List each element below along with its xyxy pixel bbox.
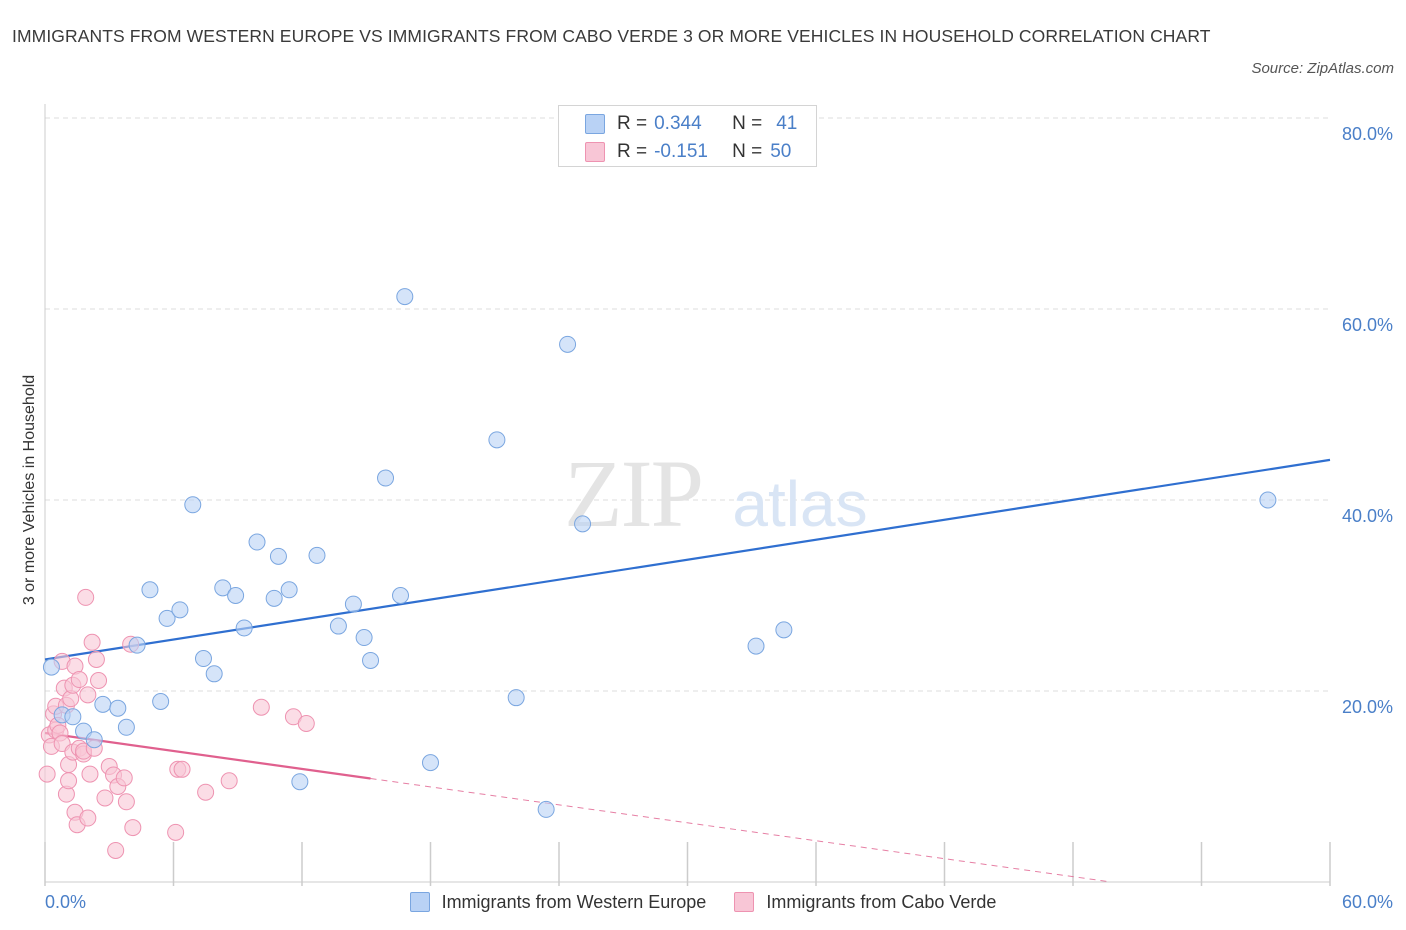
legend-label-cabo-verde: Immigrants from Cabo Verde [766,891,997,912]
point-western-europe [85,731,103,749]
point-cabo-verde [79,686,97,704]
point-western-europe [355,629,373,647]
source-credit: Source: ZipAtlas.com [1251,60,1394,77]
point-western-europe [308,546,326,564]
gridlines [45,117,1330,692]
point-cabo-verde [124,819,142,837]
point-cabo-verde [83,633,101,651]
tick-labels: 20.0% 40.0% 60.0% 80.0% 0.0% 60.0% [45,124,1393,912]
point-western-europe [488,431,506,449]
point-cabo-verde [115,769,133,787]
point-western-europe [747,637,765,655]
point-western-europe [329,617,347,635]
point-cabo-verde [173,760,191,778]
point-western-europe [171,601,189,619]
point-cabo-verde [77,588,95,606]
point-western-europe [158,609,176,627]
point-western-europe [422,754,439,772]
point-western-europe [109,699,127,717]
y-tick-label: 80.0% [1342,124,1393,144]
legend-swatch-pink [585,142,605,162]
point-cabo-verde [167,823,185,841]
point-western-europe [117,718,135,736]
legend-swatch-pink [734,892,755,912]
point-western-europe [1259,491,1277,509]
point-western-europe [537,800,555,818]
point-cabo-verde [60,772,78,790]
legend-n-value: 41 [776,113,798,134]
x-tick-label: 0.0% [45,892,86,912]
point-western-europe [42,658,60,676]
point-western-europe [248,533,266,551]
legend-item-cabo-verde[interactable]: Immigrants from Cabo Verde [734,892,996,913]
point-western-europe [280,581,298,599]
point-cabo-verde [297,714,315,732]
point-western-europe [507,689,525,707]
point-western-europe [214,579,232,597]
trend-line-0 [44,458,1331,661]
point-cabo-verde [87,650,105,668]
legend-r-label: R = [617,113,648,134]
point-western-europe [94,695,112,713]
x-tick-label: 60.0% [1342,892,1393,912]
y-tick-label: 20.0% [1342,697,1393,717]
point-western-europe [291,773,309,791]
y-axis-label-container: 3 or more Vehicles in Household [18,100,42,880]
y-tick-label: 60.0% [1342,315,1393,335]
point-cabo-verde [197,783,215,801]
watermark-atlas: atlas [732,468,867,540]
point-western-europe [396,288,414,306]
legend-item-western-europe[interactable]: Immigrants from Western Europe [409,891,707,913]
point-western-europe [184,496,202,514]
data-points [38,288,1277,859]
legend-swatch-blue [409,892,430,912]
axes [44,104,1331,886]
point-western-europe [141,581,159,599]
point-cabo-verde [96,789,114,807]
point-western-europe [265,589,283,607]
y-axis-label: 3 or more Vehicles in Household [21,374,38,606]
legend-n-label: N = [732,113,763,134]
stats-legend: R = 0.344 N = 41 R = -0.151 N = 50 [558,105,817,167]
point-cabo-verde [81,765,99,783]
point-cabo-verde [90,671,108,689]
chart-title: IMMIGRANTS FROM WESTERN EUROPE VS IMMIGR… [12,26,1211,46]
point-western-europe [344,595,362,613]
point-cabo-verde [79,809,97,827]
point-western-europe [128,636,146,654]
watermark: ZIP atlas [564,440,868,547]
legend-row-western-europe: R = 0.344 N = 41 [585,111,797,137]
point-western-europe [775,621,793,639]
point-western-europe [392,587,410,604]
point-cabo-verde [70,671,88,689]
point-western-europe [152,693,170,711]
point-cabo-verde [38,765,56,783]
point-western-europe [559,335,577,353]
point-western-europe [64,708,82,726]
legend-label-western-europe: Immigrants from Western Europe [441,891,707,912]
legend-row-cabo-verde: R = -0.151 N = 50 [585,139,791,165]
point-western-europe [205,665,223,683]
point-cabo-verde [252,698,270,716]
legend-n-label: N = [732,141,763,162]
point-western-europe [377,469,395,487]
legend-swatch-blue [585,114,605,134]
legend-r-label: R = [617,141,648,162]
point-western-europe [362,651,380,669]
point-western-europe [574,515,592,533]
legend-r-value: -0.151 [654,141,708,162]
legend-r-value: 0.344 [654,113,702,134]
point-western-europe [235,619,253,637]
point-western-europe [194,650,212,668]
series-legend: Immigrants from Western Europe Immigrant… [0,888,1406,916]
point-cabo-verde [117,793,135,811]
point-western-europe [269,547,287,565]
point-cabo-verde [220,772,238,790]
legend-n-value: 50 [770,141,792,162]
point-western-europe [227,587,245,604]
y-tick-label: 40.0% [1342,506,1393,526]
trend-line-dashed-1 [370,778,1112,883]
point-cabo-verde [107,841,125,859]
